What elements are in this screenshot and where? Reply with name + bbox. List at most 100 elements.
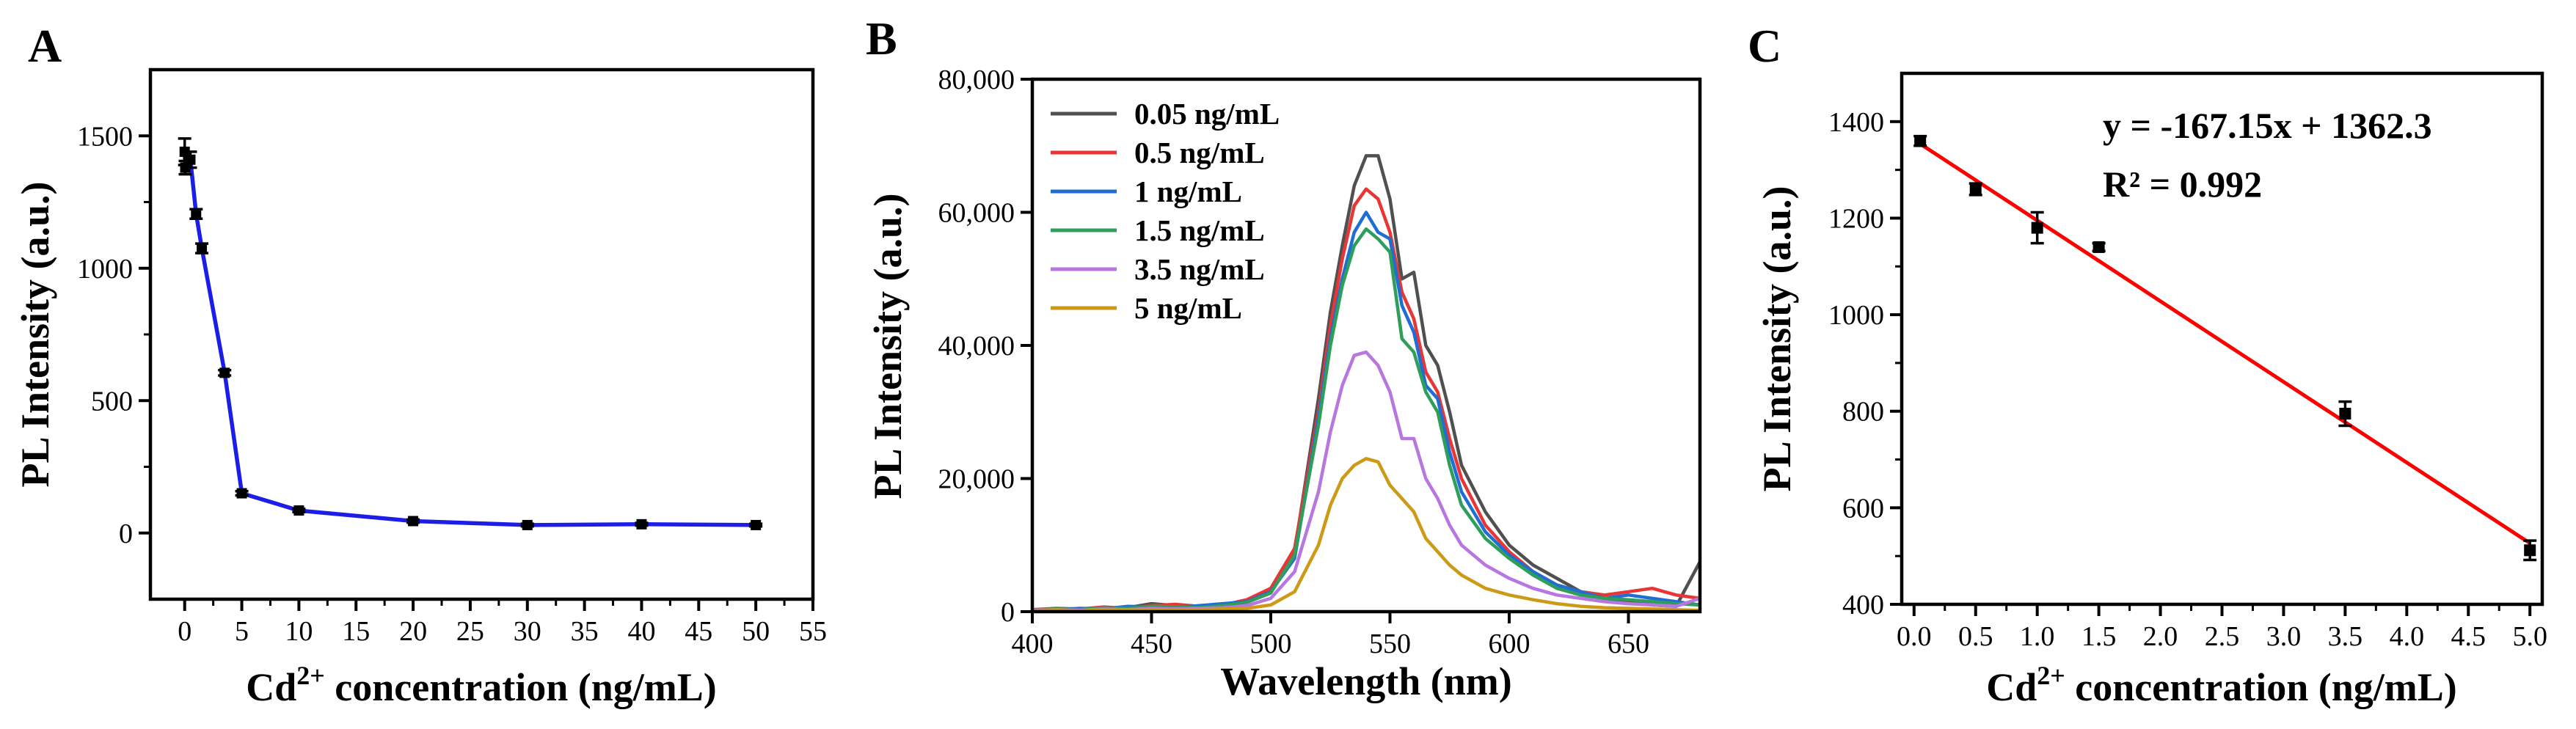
panel-a-x-tick-label: 50 [742, 616, 770, 647]
panel-a-y-tick-label: 1000 [77, 254, 133, 285]
panel-c-x-tick-label: 5.0 [2512, 621, 2547, 652]
panel-b-series-line [1032, 187, 1701, 612]
panel-c-y-tick-labels: 400 600 800 1000 1200 1400 [1828, 107, 1884, 620]
panel-a-x-tick-label: 55 [799, 616, 827, 647]
panel-c-x-tick-label: 0.0 [1897, 621, 1932, 652]
panel-b-y-tick-label: 40,000 [938, 331, 1015, 362]
panel-a-x-tick-label: 30 [514, 616, 541, 647]
panel-a-x-tick-label: 35 [571, 616, 599, 647]
panel-b-series-line [1032, 350, 1701, 612]
panel-a-data-point [522, 519, 533, 530]
panel-b: B 400 450 500 550 600 650 0 20,000 40,000 60,000… [866, 12, 1702, 703]
panel-b-series-line [1032, 457, 1701, 613]
panel-a-data-point [751, 519, 762, 530]
panel-b-legend-label: 3.5 ng/mL [1134, 252, 1265, 286]
panel-c-y-tick-label: 1000 [1828, 300, 1884, 331]
panel-c-fit-equation: y = -167.15x + 1362.3 [2103, 105, 2432, 146]
panel-c-x-axis-title-prefix: Cd [1986, 665, 2037, 709]
panel-a-series-line [182, 151, 756, 527]
panel-a-x-axis-title-suffix: concentration (ng/mL) [325, 665, 717, 709]
panel-c-x-tick-label: 1.5 [2081, 621, 2117, 652]
panel-b-x-tick-label: 600 [1489, 629, 1530, 659]
panel-a-x-axis-title: Cd2+ concentration (ng/mL) [246, 661, 716, 709]
panel-a-x-tick-label: 20 [399, 616, 427, 647]
panel-c-data-point [2092, 241, 2105, 253]
panel-a-x-tick-label: 25 [456, 616, 484, 647]
panel-b-legend-label: 5 ng/mL [1134, 291, 1242, 325]
panel-c-marks [1913, 134, 2537, 562]
panel-c-x-tick-label: 3.5 [2328, 621, 2363, 652]
panel-a-plot-frame [148, 67, 815, 601]
panel-a-data-point [408, 516, 419, 527]
panel-c-data-point [1969, 183, 1982, 195]
panel-a-x-tick-label: 10 [285, 616, 313, 647]
panel-b-x-tick-label: 650 [1608, 629, 1649, 659]
panel-c-x-axis-title-suffix: concentration (ng/mL) [2065, 665, 2457, 709]
panel-a-x-tick-label: 15 [342, 616, 370, 647]
panel-c-y-tick-label: 400 [1842, 590, 1884, 620]
panel-c-ticks [1890, 120, 2532, 616]
panel-a-x-tick-label: 5 [235, 616, 249, 647]
panel-c-y-tick-label: 1200 [1828, 203, 1884, 234]
panel-c-fit-r2: R² = 0.992 [2103, 164, 2262, 205]
panel-b-ticks [1021, 78, 1630, 623]
panel-a-data-point [191, 208, 202, 219]
panel-c-plot-frame [1900, 71, 2544, 607]
panel-a-data-point [236, 488, 247, 499]
panel-b-x-axis-title: Wavelength (nm) [1220, 659, 1512, 703]
panel-c-data-point [2031, 221, 2043, 234]
panel-a-x-tick-label: 40 [627, 616, 655, 647]
panel-b-x-tick-label: 450 [1131, 629, 1172, 659]
panel-a-x-tick-label: 45 [685, 616, 712, 647]
panel-b-x-tick-labels: 400 450 500 550 600 650 [1012, 629, 1650, 659]
panel-c-x-axis-title: Cd2+ concentration (ng/mL) [1986, 661, 2456, 709]
panel-b-y-tick-label: 0 [1001, 597, 1015, 628]
panel-c: C 0.0 0.5 1.0 1.5 2.0 2.5 3.0 3.5 4.0 4.5 5.0 400 6… [1748, 20, 2547, 709]
panel-a-y-tick-label: 0 [119, 519, 133, 549]
panel-c-y-axis-title: PL Intensity (a.u.) [1755, 186, 1799, 491]
panel-b-y-tick-labels: 0 20,000 40,000 60,000 80,000 [938, 65, 1015, 628]
panel-c-x-tick-label: 1.0 [2020, 621, 2055, 652]
panel-c-x-axis-title-sup: 2+ [2037, 661, 2065, 690]
panel-b-y-axis-title: PL Intensity (a.u.) [866, 193, 910, 499]
panel-a-y-axis-title: PL Intensity (a.u.) [13, 181, 57, 487]
panel-a-x-tick-labels: 0 5 10 15 20 25 30 35 40 45 50 55 [178, 616, 827, 647]
panel-c-x-tick-labels: 0.0 0.5 1.0 1.5 2.0 2.5 3.0 3.5 4.0 4.5 5.0 [1897, 621, 2547, 652]
panel-a-data-point [636, 519, 647, 530]
panel-c-fit-line [1919, 142, 2531, 545]
panel-a-data-point [185, 154, 196, 165]
panel-a-label: A [28, 20, 62, 72]
panel-a-data-point [219, 367, 230, 378]
panel-b-x-tick-label: 500 [1250, 629, 1292, 659]
panel-b-series-line [1032, 227, 1701, 612]
panel-c-y-tick-label: 600 [1842, 493, 1884, 524]
panel-c-data-point [2339, 408, 2351, 420]
panel-a-data-point [197, 243, 208, 254]
panel-c-x-tick-label: 2.5 [2205, 621, 2240, 652]
panel-b-series-line [1032, 210, 1701, 612]
panel-a-x-tick-label: 0 [178, 616, 191, 647]
panel-a-x-axis-title-sup: 2+ [296, 661, 325, 690]
panel-a-y-tick-label: 1500 [77, 121, 133, 152]
panel-b-label: B [866, 12, 897, 65]
panel-a-ticks [139, 134, 814, 611]
panel-c-data-point [2524, 544, 2536, 557]
panel-c-x-tick-label: 2.0 [2143, 621, 2178, 652]
panel-b-y-tick-label: 80,000 [938, 65, 1015, 95]
panel-b-series-line [1032, 154, 1701, 612]
panel-c-label: C [1748, 20, 1781, 72]
panel-b-y-tick-label: 20,000 [938, 464, 1015, 495]
panel-a-marks [178, 137, 763, 530]
panel-a-y-tick-labels: 0 500 1000 1500 [77, 121, 133, 549]
panel-b-plot-frame [1030, 77, 1702, 614]
panel-b-y-tick-label: 60,000 [938, 198, 1015, 229]
panel-b-x-tick-label: 550 [1369, 629, 1411, 659]
panel-c-x-tick-label: 4.0 [2390, 621, 2425, 652]
panel-a-data-point [293, 505, 304, 516]
panel-c-x-tick-label: 0.5 [1958, 621, 1993, 652]
panel-b-legend-label: 0.5 ng/mL [1134, 136, 1265, 169]
panel-b-legend-label: 0.05 ng/mL [1134, 97, 1280, 131]
panel-b-marks [1032, 154, 1701, 613]
panel-c-data-point [1914, 135, 1927, 147]
